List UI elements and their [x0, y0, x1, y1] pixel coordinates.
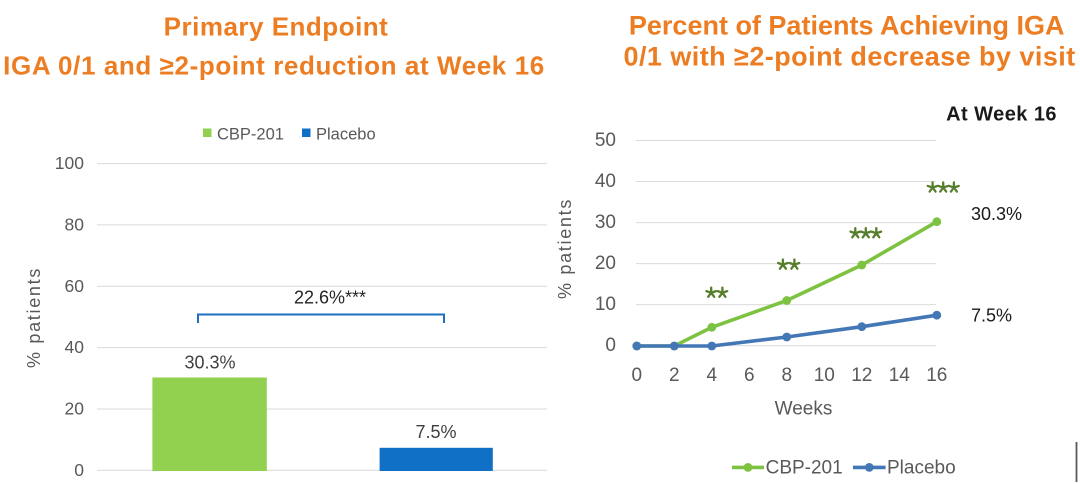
svg-text:7.5%: 7.5% [415, 422, 456, 442]
svg-text:8: 8 [782, 365, 793, 386]
svg-text:Primary Endpoint: Primary Endpoint [164, 12, 389, 42]
svg-text:4: 4 [707, 365, 718, 386]
svg-text:CBP-201: CBP-201 [766, 458, 843, 479]
svg-text:20: 20 [65, 399, 85, 419]
svg-text:0: 0 [632, 365, 643, 386]
svg-text:Weeks: Weeks [775, 399, 833, 420]
svg-text:16: 16 [926, 365, 947, 386]
svg-text:30.3%: 30.3% [971, 204, 1022, 224]
svg-text:30.3%: 30.3% [184, 353, 235, 373]
svg-text:50: 50 [595, 130, 616, 151]
svg-text:% patients: % patients [555, 198, 575, 299]
svg-text:0: 0 [74, 460, 84, 480]
svg-text:0/1 with ≥2-point decrease by: 0/1 with ≥2-point decrease by visit [623, 41, 1075, 71]
svg-text:IGA 0/1 and ≥2-point reduction: IGA 0/1 and ≥2-point reduction at Week 1… [3, 51, 545, 81]
svg-text:14: 14 [889, 365, 911, 386]
svg-text:CBP-201: CBP-201 [217, 126, 284, 144]
svg-text:20: 20 [595, 253, 616, 274]
svg-text:At Week 16: At Week 16 [946, 104, 1057, 126]
svg-text:% patients: % patients [24, 267, 44, 368]
svg-text:12: 12 [851, 365, 872, 386]
svg-text:6: 6 [744, 365, 755, 386]
svg-text:7.5%: 7.5% [971, 306, 1012, 326]
svg-text:30: 30 [595, 212, 616, 233]
svg-text:2: 2 [669, 365, 680, 386]
svg-text:60: 60 [65, 276, 85, 296]
svg-text:Percent of Patients Achieving: Percent of Patients Achieving IGA [629, 10, 1065, 40]
svg-text:10: 10 [595, 294, 616, 315]
svg-text:40: 40 [595, 171, 616, 192]
svg-text:0: 0 [605, 335, 616, 356]
svg-text:10: 10 [814, 365, 835, 386]
svg-text:Placebo: Placebo [887, 458, 956, 479]
svg-text:100: 100 [55, 153, 84, 173]
svg-text:40: 40 [65, 337, 85, 357]
svg-text:80: 80 [65, 215, 85, 235]
svg-text:22.6%***: 22.6%*** [294, 288, 366, 308]
svg-text:Placebo: Placebo [316, 126, 376, 144]
